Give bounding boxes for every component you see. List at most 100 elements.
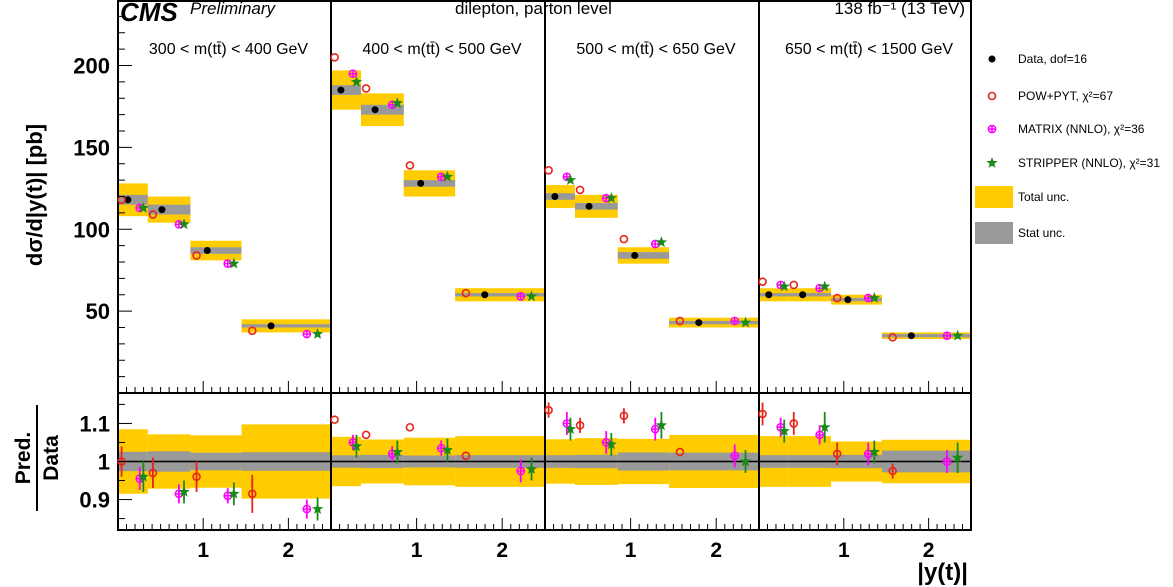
data-point xyxy=(631,251,639,259)
matrix-marker-cross xyxy=(864,294,872,302)
pow-pyt-point xyxy=(361,430,371,440)
stripper-point xyxy=(655,419,668,431)
matrix-marker-cross xyxy=(303,505,311,513)
pow-pyt-point xyxy=(575,185,585,195)
mass-bin-label: 400 < m(tt̄) < 500 GeV xyxy=(362,41,522,58)
stat-unc-band xyxy=(147,204,191,215)
matrix-point xyxy=(942,331,952,341)
matrix-marker-cross xyxy=(303,330,311,338)
ratio-label-numerator: Pred. xyxy=(12,432,35,485)
stat-unc-band xyxy=(118,194,148,205)
stripper-point xyxy=(228,487,240,499)
stat-unc-band xyxy=(545,193,575,200)
header-lumi: 138 fb⁻¹ (13 TeV) xyxy=(834,0,965,18)
matrix-point xyxy=(730,451,740,461)
stat-unc-band xyxy=(881,334,971,338)
matrix-point xyxy=(302,504,312,514)
matrix-point xyxy=(436,172,446,182)
stat-unc-band xyxy=(759,293,789,297)
pow-pyt-point xyxy=(758,277,767,286)
pow-pyt-point xyxy=(361,84,371,93)
matrix-marker-cross xyxy=(437,173,445,181)
stripper-point xyxy=(778,425,790,436)
matrix-point xyxy=(302,329,312,339)
legend-item-stripper: STRIPPER (NNLO), χ²=31 xyxy=(986,156,1160,170)
y-tick-label: 50 xyxy=(86,299,110,324)
ratio-y-tick-label: 1 xyxy=(98,450,110,475)
matrix-point xyxy=(516,466,526,476)
legend-label-total: Total unc. xyxy=(1018,190,1069,204)
matrix-point xyxy=(562,419,572,428)
x-tick-label: 2 xyxy=(923,539,935,562)
data-point xyxy=(765,291,773,299)
pow-pyt-point xyxy=(148,210,158,219)
pow-pyt-point xyxy=(758,409,767,419)
matrix-point xyxy=(730,316,740,326)
matrix-point xyxy=(815,430,824,440)
matrix-point xyxy=(223,259,233,268)
y-tick-label: 150 xyxy=(73,135,110,160)
stat-unc-band xyxy=(669,320,759,325)
stripper-point xyxy=(311,328,324,339)
matrix-point xyxy=(863,293,873,303)
cms-logo: CMS xyxy=(120,0,178,27)
data-point xyxy=(158,206,166,214)
pow-pyt-point xyxy=(461,288,471,298)
matrix-marker-cross xyxy=(175,490,183,498)
stripper-point xyxy=(178,485,190,497)
x-axis-label: |y(t)| xyxy=(917,559,968,586)
stripper-point xyxy=(228,257,240,269)
header-channel: dilepton, parton level xyxy=(455,0,612,18)
pow-pyt-point xyxy=(888,466,897,476)
x-tick-label: 2 xyxy=(710,539,722,562)
matrix-marker-cross xyxy=(349,70,357,78)
matrix-point xyxy=(650,424,660,434)
matrix-marker-cross xyxy=(651,240,659,248)
mass-bin-label: 300 < m(tt̄) < 400 GeV xyxy=(149,41,309,58)
x-tick-label: 1 xyxy=(838,539,850,562)
y-axis-label: dσ/d|y(t)| [pb] xyxy=(22,124,47,266)
x-tick-label: 2 xyxy=(283,539,295,562)
stripper-point xyxy=(525,290,538,302)
stripper-point xyxy=(525,463,538,474)
matrix-marker-cross xyxy=(388,450,396,458)
pow-pyt-point xyxy=(544,405,553,415)
pow-pyt-point xyxy=(832,293,842,303)
legend-item-pow: POW+PYT, χ²=67 xyxy=(987,89,1113,103)
stat-unc-band xyxy=(331,85,361,95)
stripper-point xyxy=(739,455,752,467)
stripper-point xyxy=(605,438,617,450)
pow-pyt-point xyxy=(987,91,997,101)
stripper-point xyxy=(311,503,324,514)
stripper-point xyxy=(868,292,880,303)
matrix-marker-cross xyxy=(388,101,396,109)
chart-header: CMS Preliminary dilepton, parton level 1… xyxy=(120,0,965,27)
pow-pyt-point xyxy=(247,326,257,336)
matrix-point xyxy=(987,124,997,134)
x-tick-label: 1 xyxy=(197,539,209,562)
pow-pyt-point xyxy=(619,411,629,421)
ratio-panel-frame xyxy=(758,392,972,531)
stat-unc-band xyxy=(190,247,242,254)
matrix-point xyxy=(942,457,952,466)
pow-pyt-point xyxy=(544,166,553,175)
header-preliminary: Preliminary xyxy=(190,0,277,18)
ratio-y-tick-label: 0.9 xyxy=(79,488,110,513)
matrix-marker-cross xyxy=(651,425,659,433)
data-point xyxy=(695,319,703,327)
data-point xyxy=(417,179,425,187)
matrix-point xyxy=(516,292,526,301)
legend-label-stripper: STRIPPER (NNLO), χ²=31 xyxy=(1018,156,1160,170)
legend-swatch-stat xyxy=(975,222,1013,244)
pow-pyt-point xyxy=(619,234,629,244)
pow-pyt-point xyxy=(405,422,415,432)
matrix-marker-cross xyxy=(816,431,824,439)
stat-unc-band xyxy=(831,298,882,302)
matrix-marker-cross xyxy=(731,317,739,325)
pow-pyt-point xyxy=(789,280,799,290)
stripper-point xyxy=(441,170,454,182)
legend-item-stat: Stat unc. xyxy=(975,222,1065,244)
pow-pyt-point xyxy=(888,333,897,342)
data-point xyxy=(551,193,559,200)
